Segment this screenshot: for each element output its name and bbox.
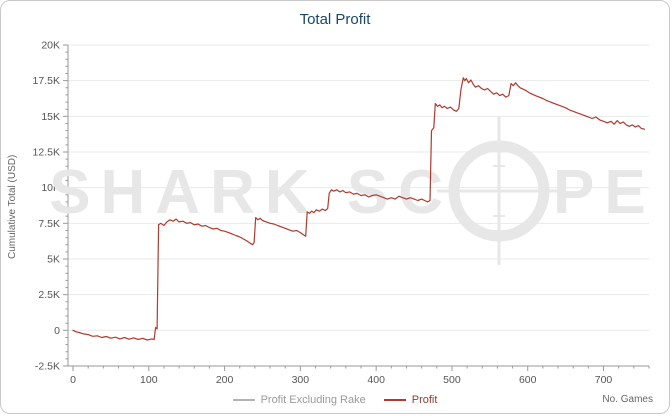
y-tick-label: 10K: [41, 182, 60, 194]
chart-footer: Profit Excluding Rake Profit No. Games: [1, 390, 669, 406]
chart-title: Total Profit: [299, 11, 371, 28]
profit-line: [72, 77, 646, 341]
x-tick-label: 400: [367, 374, 385, 386]
y-tick-label: -2.5K: [35, 361, 60, 373]
watermark-text-left: SHARK SC: [49, 158, 453, 227]
watermark-text-right: PE: [553, 158, 656, 227]
y-tick-label: 0: [54, 325, 60, 337]
legend-label: Profit: [411, 394, 438, 406]
watermark-scope-circle: [448, 140, 550, 242]
x-tick-label: 700: [595, 374, 613, 386]
y-tick-label: 17.5K: [33, 75, 60, 87]
y-tick-label: 5K: [47, 254, 60, 266]
x-tick-label: 600: [519, 374, 537, 386]
y-tick-label: 12.5K: [33, 147, 60, 159]
y-tick-label: 15K: [41, 111, 60, 123]
legend-swatch-red: [383, 399, 406, 401]
y-tick-label: 2.5K: [38, 289, 60, 301]
legend: Profit Excluding Rake Profit: [1, 394, 669, 406]
y-tick-label: 7.5K: [38, 218, 60, 230]
x-tick-label: 100: [140, 374, 158, 386]
legend-label: Profit Excluding Rake: [260, 394, 366, 406]
legend-item-profit-excluding-rake: Profit Excluding Rake: [232, 394, 366, 406]
x-tick-label: 500: [443, 374, 461, 386]
legend-swatch-gray: [232, 399, 255, 401]
x-tick-label: 0: [70, 374, 76, 386]
y-tick-label: 20K: [41, 40, 60, 52]
x-axis-label: No. Games: [602, 394, 653, 405]
x-tick-label: 300: [292, 374, 310, 386]
x-tick-label: 200: [216, 374, 234, 386]
legend-item-profit: Profit: [383, 394, 438, 406]
y-axis-label: Cumulative Total (USD): [7, 154, 18, 260]
